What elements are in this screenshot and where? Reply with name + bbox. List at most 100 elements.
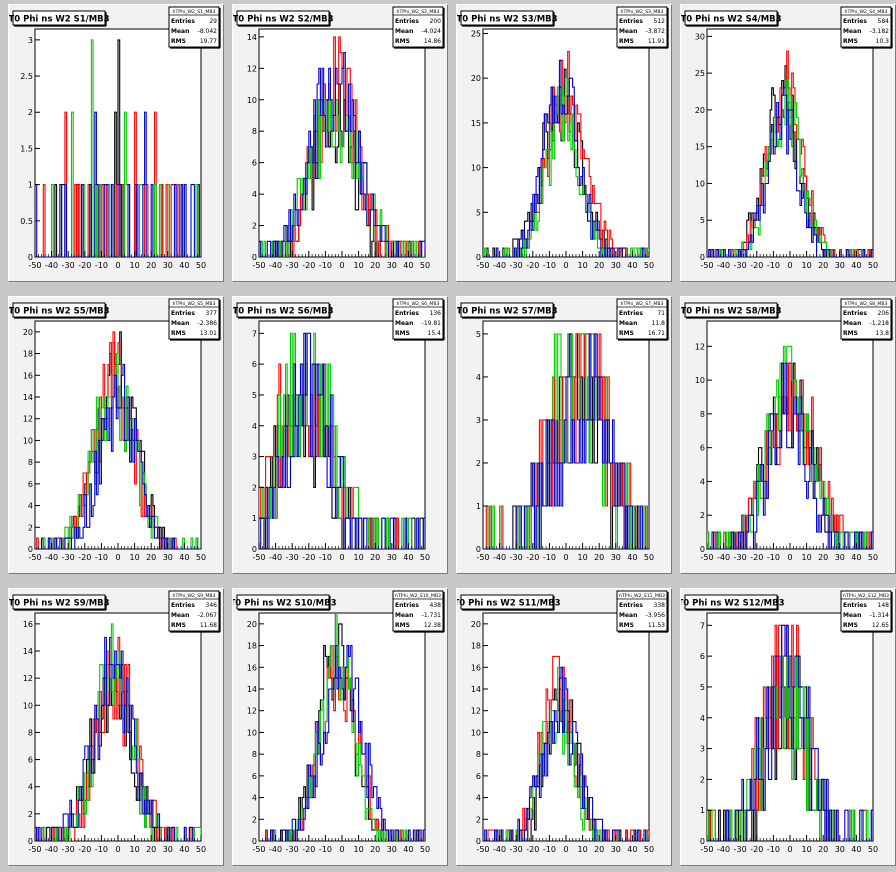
x-tick-label: -40	[269, 553, 282, 562]
y-tick-label: 20	[247, 620, 257, 629]
x-tick-label: 30	[163, 845, 173, 854]
stats-value: 15.4	[428, 330, 442, 337]
stats-label: Entries	[395, 602, 419, 609]
y-tick-label: 20	[23, 328, 33, 337]
stats-value: 346	[206, 602, 218, 609]
x-tick-label: 40	[403, 845, 413, 854]
x-tick-label: -40	[269, 845, 282, 854]
x-tick-label: -40	[493, 553, 506, 562]
x-tick-label: -50	[252, 845, 265, 854]
histogram-title: T0 Phi ns W2 S9/MB3	[9, 599, 110, 609]
stats-name: hTPhi_W2_S10_MB3	[395, 593, 441, 599]
histogram-svg: -50 -40 -30 -20 -10 0 10 20 30 40 50 0 1 2 3 4 5 6 7 T0 Phi…	[681, 590, 893, 854]
stats-value: -8.042	[198, 28, 218, 35]
x-tick-label: -10	[319, 845, 332, 854]
x-tick-label: -50	[252, 553, 265, 562]
y-tick-label: 12	[247, 707, 257, 716]
stats-label: RMS	[843, 622, 858, 629]
histogram-series-4	[483, 333, 649, 549]
y-tick-label: 4	[252, 190, 257, 199]
stats-box	[840, 6, 892, 48]
histogram-series-4	[707, 87, 873, 257]
x-tick-label: 20	[146, 553, 156, 562]
plot-frame	[34, 612, 202, 842]
plot-frame	[706, 28, 874, 258]
y-tick-label: 0	[252, 837, 257, 846]
x-tick-label: 0	[115, 261, 120, 270]
stats-value: 338	[654, 602, 666, 609]
x-tick-label: 20	[818, 553, 828, 562]
x-tick-label: 10	[802, 261, 812, 270]
stats-label: Mean	[843, 28, 861, 35]
histogram-series-4	[707, 362, 873, 549]
y-tick-label: 14	[471, 685, 481, 694]
x-tick-label: 30	[611, 845, 621, 854]
stats-value: 71	[657, 310, 665, 317]
histogram-svg: -50 -40 -30 -20 -10 0 10 20 30 40 50 0 5 10 15 20 25 30 T0…	[681, 6, 893, 270]
y-tick-label: 4	[476, 794, 481, 803]
x-tick-label: -20	[78, 845, 91, 854]
x-tick-label: -10	[95, 553, 108, 562]
x-tick-label: 20	[370, 261, 380, 270]
stats-label: RMS	[619, 622, 634, 629]
x-tick-label: 0	[563, 261, 568, 270]
stats-label: Entries	[395, 18, 419, 25]
y-tick-label: 5	[700, 683, 705, 692]
x-tick-label: 0	[787, 553, 792, 562]
stats-label: Mean	[395, 28, 413, 35]
histogram-series-3	[483, 666, 649, 841]
stats-value: 200	[430, 18, 442, 25]
histogram-title: T0 Phi ns W2 S6/MB3	[233, 307, 334, 317]
stats-label: Entries	[171, 602, 195, 609]
histogram-title: T0 Phi ns W2 S11/MB3	[457, 599, 561, 609]
y-tick-label: 2	[476, 459, 481, 468]
histogram-title: T0 Phi ns W2 S3/MB3	[457, 15, 558, 25]
histogram-svg: -50 -40 -30 -20 -10 0 10 20 30 40 50 0 2 4 6 8 10 12 14 16 1…	[457, 590, 669, 854]
histogram-pad-12: -50 -40 -30 -20 -10 0 10 20 30 40 50 0 1 2 3 4 5 6 7 T0 Phi…	[680, 588, 896, 866]
x-tick-label: -10	[767, 261, 780, 270]
x-tick-label: -50	[700, 553, 713, 562]
histogram-series-3	[259, 332, 425, 549]
histogram-title: T0 Phi ns W2 S1/MB3	[9, 15, 110, 25]
y-tick-label: 4	[252, 794, 257, 803]
y-tick-label: 6	[28, 756, 33, 765]
x-tick-label: -30	[734, 845, 747, 854]
stats-value: 13.8	[876, 330, 890, 337]
histogram-svg: -50 -40 -30 -20 -10 0 10 20 30 40 50 0 2 4 6 8 10 12 14 T0 …	[233, 6, 445, 270]
y-tick-label: 2	[28, 108, 33, 117]
y-tick-label: 0	[476, 253, 481, 262]
stats-value: 12.38	[424, 622, 441, 629]
stats-value: 16.71	[648, 330, 665, 337]
y-tick-label: 15	[695, 143, 705, 152]
y-tick-label: 4	[476, 373, 481, 382]
y-tick-label: 8	[700, 410, 705, 419]
x-tick-label: -40	[269, 261, 282, 270]
stats-value: 136	[430, 310, 442, 317]
stats-box	[840, 590, 892, 632]
stats-label: Entries	[619, 602, 643, 609]
histogram-svg: -50 -40 -30 -20 -10 0 10 20 30 40 50 0 0.5 1 1.5 2 2.5 3 T…	[9, 6, 221, 270]
x-tick-label: -30	[62, 553, 75, 562]
y-tick-label: 2	[252, 815, 257, 824]
stats-label: Entries	[843, 602, 867, 609]
y-tick-label: 12	[247, 64, 257, 73]
histogram-title: T0 Phi ns W2 S8/MB3	[681, 307, 782, 317]
stats-name: hTPhi_W2_S3_MB3	[621, 9, 664, 15]
y-tick-label: 18	[247, 642, 257, 651]
x-tick-label: -40	[45, 261, 58, 270]
y-tick-label: 3	[700, 745, 705, 754]
histogram-pad-1: -50 -40 -30 -20 -10 0 10 20 30 40 50 0 0.5 1 1.5 2 2.5 3 T…	[8, 4, 224, 282]
y-tick-label: 3	[252, 453, 257, 462]
histogram-series-4	[259, 52, 425, 257]
stats-name: hTPhi_W2_S11_MB3	[619, 593, 665, 599]
x-tick-label: 0	[563, 553, 568, 562]
x-tick-label: -40	[493, 261, 506, 270]
y-tick-label: 5	[476, 208, 481, 217]
stats-value: 29	[209, 18, 217, 25]
stats-box	[392, 298, 444, 340]
x-tick-label: 20	[146, 261, 156, 270]
stats-label: RMS	[843, 330, 858, 337]
stats-label: Mean	[843, 612, 861, 619]
stats-label: Entries	[619, 18, 643, 25]
stats-label: RMS	[619, 38, 634, 45]
